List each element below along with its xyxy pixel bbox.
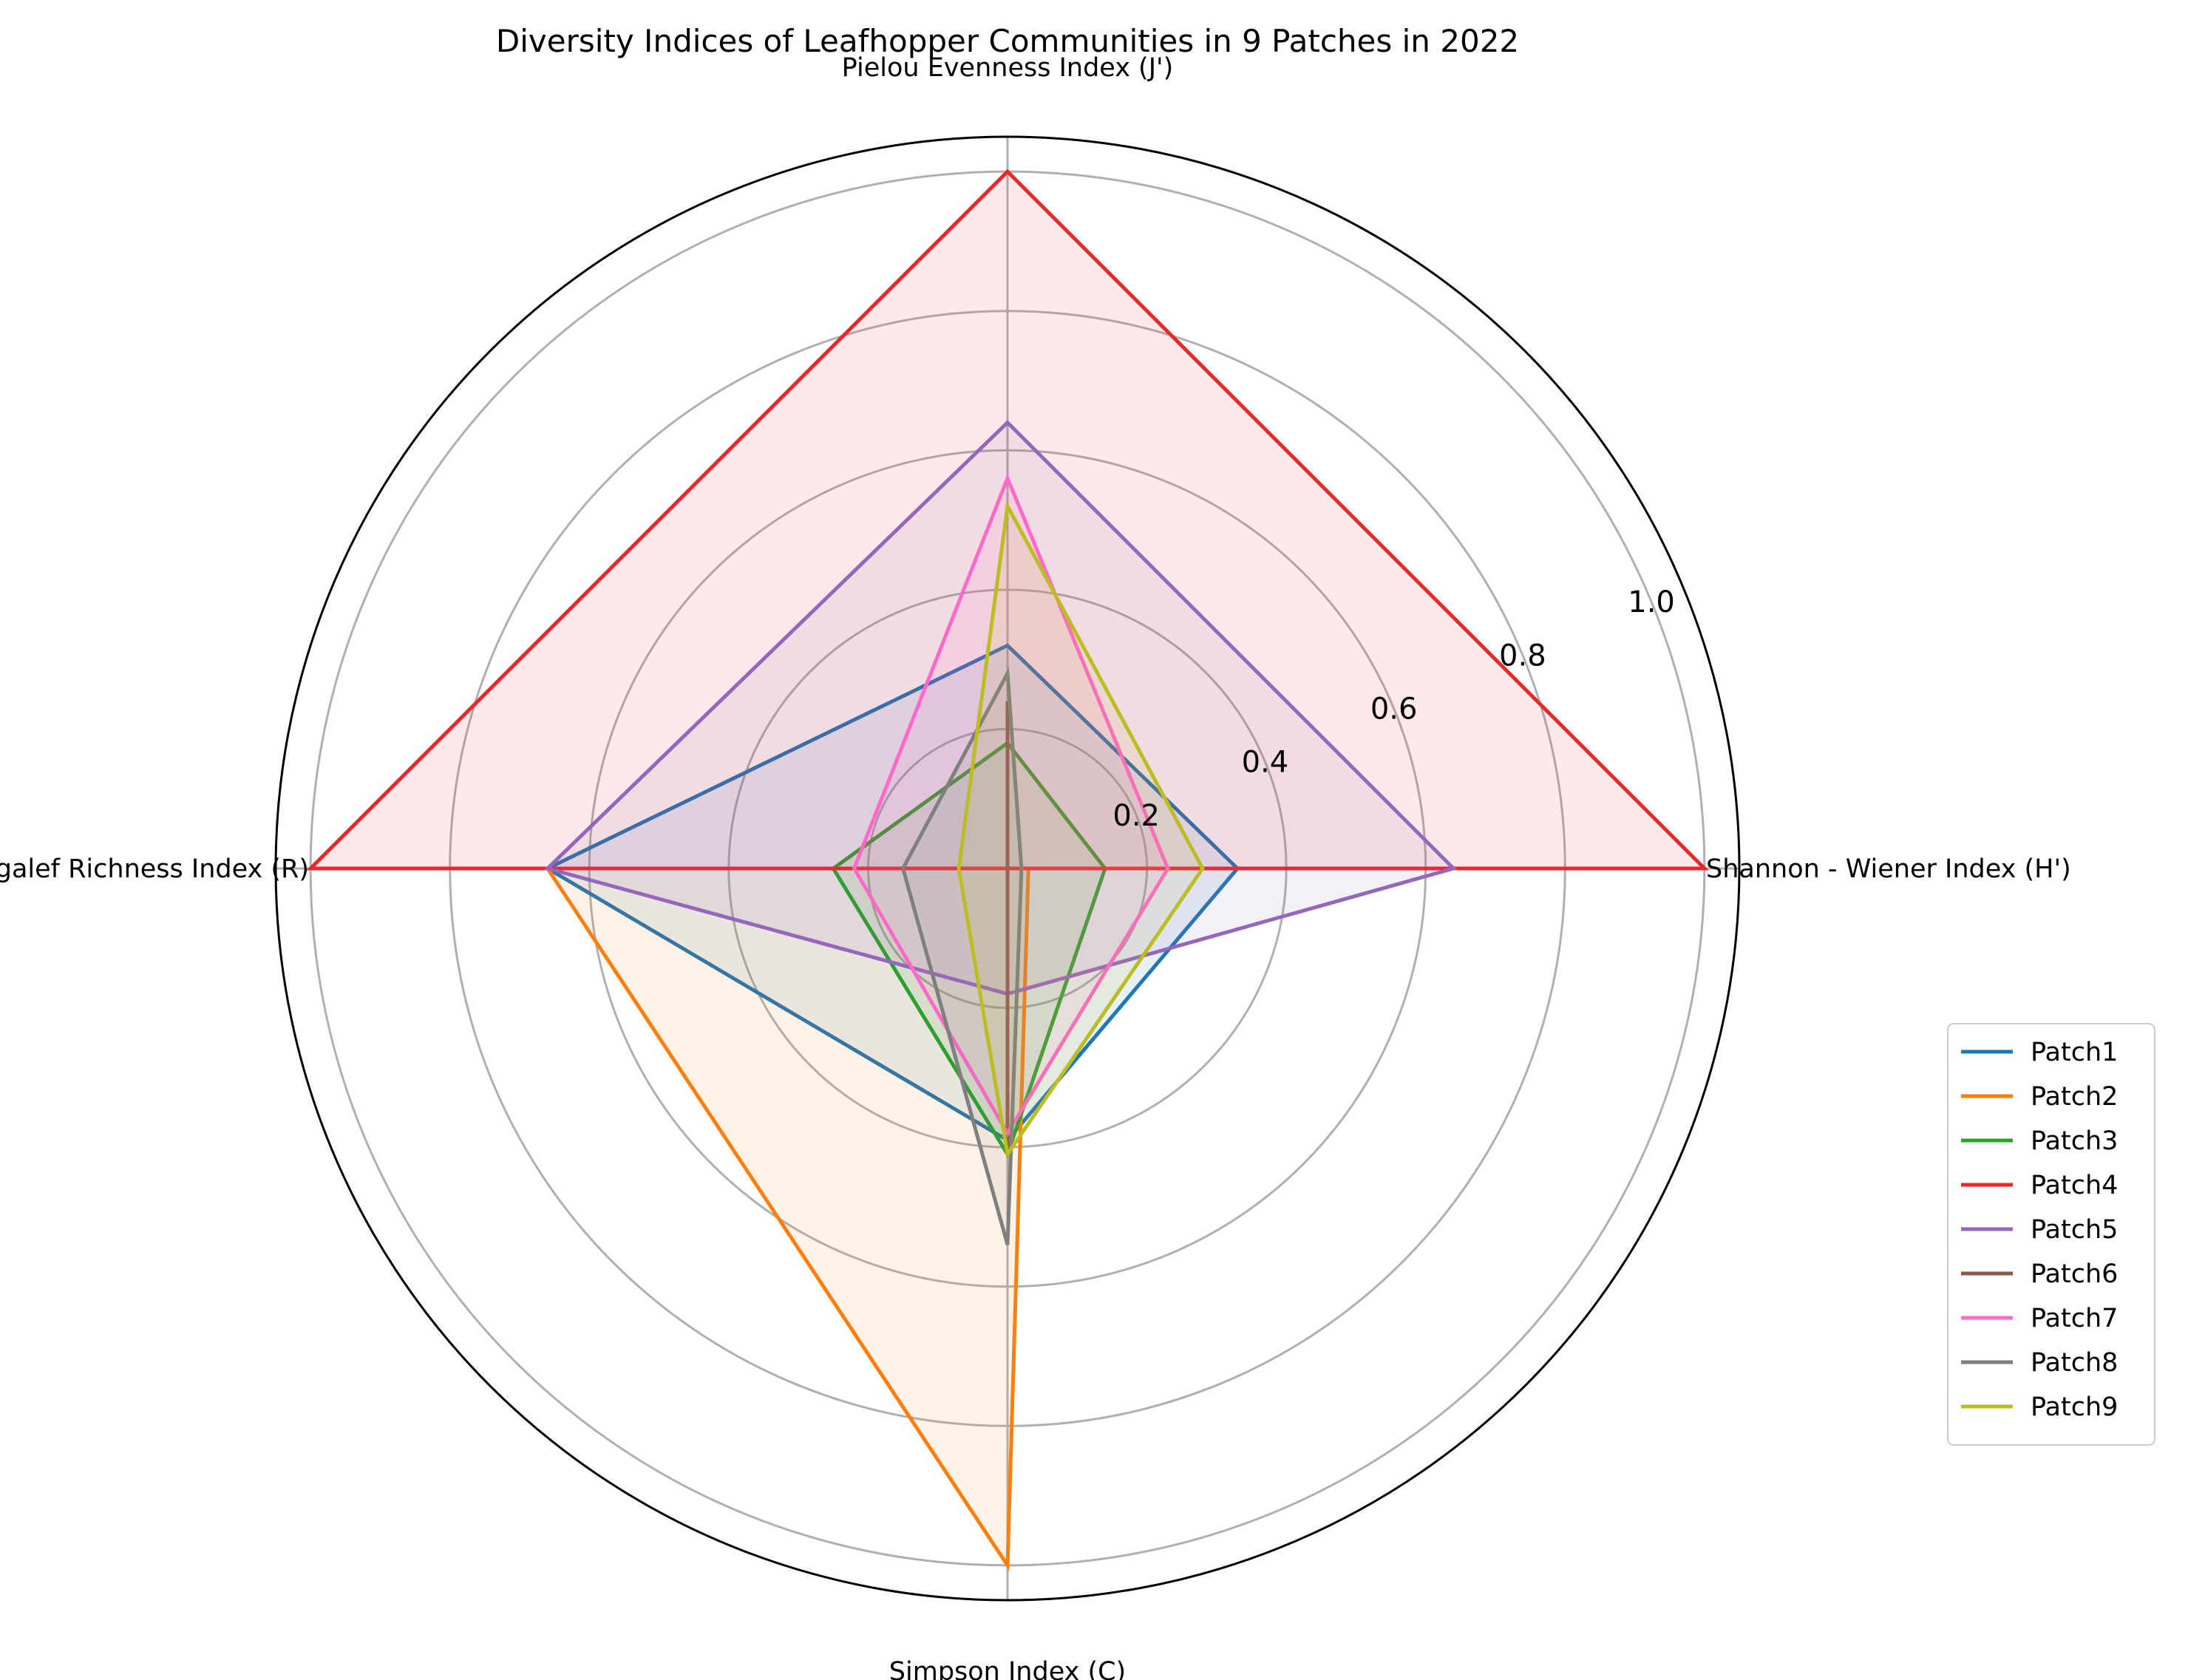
radar-series bbox=[306, 169, 1709, 1571]
series-line-5 bbox=[543, 420, 1458, 996]
legend-label-2: Patch2 bbox=[2031, 1082, 2118, 1112]
legend-label-1: Patch1 bbox=[2031, 1038, 2118, 1067]
r-tick-label: 0.2 bbox=[1112, 799, 1160, 833]
legend-label-4: Patch4 bbox=[2031, 1171, 2118, 1200]
legend-label-5: Patch5 bbox=[2031, 1215, 2118, 1245]
radar-labels: 0.2 0.4 0.6 0.8 1.0 Shannon - Wiener Index (H… bbox=[0, 53, 2071, 1680]
legend-label-6: Patch6 bbox=[2031, 1259, 2118, 1289]
axis-label-0: Shannon - Wiener Index (H') bbox=[1706, 854, 2071, 884]
legend-label-3: Patch3 bbox=[2031, 1126, 2118, 1156]
r-tick-label: 0.6 bbox=[1370, 693, 1418, 727]
axis-label-3: Simpson Index (C) bbox=[889, 1657, 1126, 1680]
r-tick-label: 1.0 bbox=[1628, 585, 1675, 619]
r-tick-label: 0.4 bbox=[1242, 746, 1289, 780]
chart-title: Diversity Indices of Leafhopper Communit… bbox=[496, 23, 1519, 59]
outer-frame bbox=[274, 135, 1741, 1602]
legend-label-9: Patch9 bbox=[2031, 1392, 2118, 1422]
axis-label-1: Pielou Evenness Index (J') bbox=[842, 53, 1174, 83]
series-fill-2 bbox=[547, 868, 1029, 1565]
series-line-8 bbox=[900, 667, 1024, 1245]
axis-label-2: Margalef Richness Index (R) bbox=[0, 854, 309, 884]
series-fill-9 bbox=[959, 506, 1203, 1154]
legend: Patch1 Patch2 Patch3 Patch4 Patch5 Patch6 Patc… bbox=[1947, 1023, 2155, 1446]
series-fill-3 bbox=[833, 743, 1105, 1154]
series-line-9 bbox=[957, 500, 1205, 1160]
legend-label-8: Patch8 bbox=[2031, 1348, 2118, 1378]
legend-box bbox=[1947, 1023, 2155, 1446]
series-fill-4 bbox=[310, 171, 1705, 869]
r-tick-label: 0.8 bbox=[1499, 639, 1546, 673]
legend-label-7: Patch7 bbox=[2031, 1304, 2118, 1333]
series-fill-5 bbox=[547, 422, 1454, 994]
series-fill-1 bbox=[547, 645, 1238, 1140]
series-line-4 bbox=[306, 169, 1709, 871]
